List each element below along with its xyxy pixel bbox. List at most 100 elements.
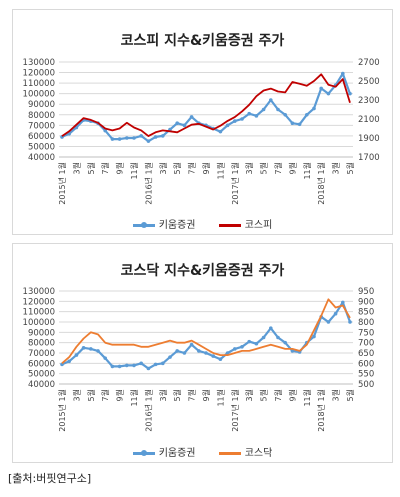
data-point <box>211 354 215 358</box>
right-axis-tick-label: 550 <box>358 370 374 380</box>
left-axis-tick-label: 110000 <box>23 79 55 89</box>
right-axis-tick-label: 2700 <box>358 58 380 68</box>
data-point <box>326 320 331 324</box>
x-axis-tick-label: 11월 <box>302 389 312 407</box>
x-axis-tick-label: 3월 <box>331 162 341 174</box>
kospi-chart-plot: 4000050000600007000080000900001000001100… <box>23 58 380 205</box>
left-axis-tick-label: 80000 <box>28 111 55 121</box>
data-point <box>132 363 136 368</box>
data-point <box>103 356 107 360</box>
legend-item-kiwoom: 키움증권 <box>132 216 196 231</box>
data-point <box>240 117 244 121</box>
data-point <box>218 357 223 361</box>
data-point <box>146 366 151 371</box>
data-point <box>110 364 115 369</box>
kosdaq-chart-plot: 4000050000600007000080000900001000001100… <box>23 287 375 432</box>
data-point <box>276 335 280 340</box>
legend-item-kosdaq: 코스닥 <box>218 444 273 459</box>
data-point <box>132 136 136 140</box>
data-point <box>146 139 151 143</box>
x-axis-tick-label: 2018년 1월 <box>316 389 326 432</box>
data-point <box>125 363 129 368</box>
left-axis-tick-label: 130000 <box>23 58 55 68</box>
x-axis-tick-label: 2017년 1월 <box>230 162 240 205</box>
x-axis-tick-label: 3월 <box>244 162 254 174</box>
x-axis-tick-label: 9월 <box>115 389 125 401</box>
data-point <box>168 355 172 359</box>
x-axis-tick-label: 9월 <box>287 162 297 174</box>
data-point <box>290 121 295 126</box>
data-point <box>139 134 143 138</box>
data-point <box>269 326 273 330</box>
data-point <box>254 114 259 118</box>
kosdaq-chart-panel: 코스닥 지수&키움증권 주가 40000 50000 60000 70000 80000… <box>12 243 393 463</box>
right-axis-tick-label: 2300 <box>358 96 380 106</box>
left-axis-tick-label: 80000 <box>28 339 55 349</box>
data-point <box>312 106 316 111</box>
right-axis-tick-label: 2100 <box>358 115 380 125</box>
data-point <box>269 98 273 102</box>
legend-label-kosdaq: 코스닥 <box>244 448 273 459</box>
left-axis-tick-label: 100000 <box>23 318 55 328</box>
chart-title: 코스피 지수&키움증권 주가 <box>120 33 285 49</box>
x-axis-tick-label: 2015년 1월 <box>57 389 67 432</box>
x-axis-tick-label: 11월 <box>215 389 225 407</box>
legend-swatch-kiwoom <box>132 221 155 228</box>
left-axis-tick-label: 90000 <box>28 100 55 110</box>
data-point <box>67 359 71 364</box>
right-axis-tick-label: 800 <box>358 318 374 328</box>
source-note: [출처:버핏연구소] <box>8 472 92 485</box>
data-point <box>225 123 230 128</box>
data-point <box>333 311 338 316</box>
left-axis-tick-label: 40000 <box>28 380 55 390</box>
legend-label-kiwoom: 키움증권 <box>158 220 196 231</box>
x-axis-tick-label: 5월 <box>86 389 96 401</box>
x-axis-tick-label: 5월 <box>172 162 182 174</box>
data-point <box>110 137 115 141</box>
right-axis-tick-label: 700 <box>358 339 374 349</box>
x-axis-tick-label: 5월 <box>172 389 182 401</box>
data-point <box>103 128 107 133</box>
right-axis-tick-label: 950 <box>358 287 374 297</box>
data-point <box>117 364 122 369</box>
data-point <box>276 107 280 112</box>
left-axis-tick-label: 60000 <box>28 132 55 142</box>
left-axis-tick-label: 50000 <box>28 370 55 380</box>
x-axis-tick-label: 7월 <box>187 389 197 401</box>
x-axis-tick-label: 5월 <box>345 389 355 401</box>
data-point <box>261 107 266 112</box>
data-point <box>197 349 201 353</box>
data-point <box>189 115 194 119</box>
x-axis-tick-label: 5월 <box>259 389 269 401</box>
right-axis-tick-label: 600 <box>358 359 374 369</box>
chart-title: 코스닥 지수&키움증권 주가 <box>120 263 285 279</box>
x-axis-tick-label: 9월 <box>201 389 211 401</box>
data-point <box>348 320 352 324</box>
x-axis-tick-label: 5월 <box>345 162 355 174</box>
x-axis-tick-label: 3월 <box>331 389 341 401</box>
legend-swatch-kospi <box>218 223 241 227</box>
left-axis-tick-label: 60000 <box>28 359 55 369</box>
data-point <box>247 111 251 116</box>
x-axis-tick-label: 9월 <box>287 389 297 401</box>
left-axis-tick-label: 50000 <box>28 142 55 152</box>
data-point <box>189 342 194 347</box>
right-axis-tick-label: 900 <box>358 297 374 307</box>
right-axis-tick-label: 2500 <box>358 77 380 87</box>
data-point <box>161 134 165 138</box>
right-axis-tick-label: 1700 <box>358 153 380 163</box>
data-point <box>125 136 129 140</box>
data-point <box>233 347 237 351</box>
data-point <box>117 137 122 141</box>
x-axis-tick-label: 11월 <box>302 162 312 180</box>
left-axis-tick-label: 110000 <box>23 308 55 318</box>
right-axis-tick-label: 1900 <box>358 134 380 144</box>
data-point <box>247 339 251 344</box>
left-axis-tick-label: 70000 <box>28 121 55 131</box>
data-point <box>341 71 345 76</box>
legend-item-kiwoom: 키움증권 <box>132 444 196 459</box>
x-axis-tick-label: 11월 <box>129 389 139 407</box>
data-point <box>161 361 165 366</box>
legend-swatch-kiwoom <box>132 449 155 456</box>
data-point <box>254 341 259 346</box>
